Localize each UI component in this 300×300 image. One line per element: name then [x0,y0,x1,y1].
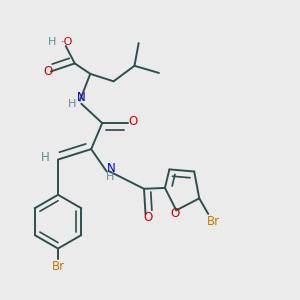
Text: H: H [68,99,76,109]
Text: ·O: ·O [60,37,73,47]
Text: O: O [128,115,138,128]
Text: H: H [106,172,114,182]
Text: Br: Br [52,260,64,273]
Text: O: O [143,211,152,224]
Text: N: N [77,91,86,104]
Text: O: O [43,65,52,78]
Text: H: H [40,151,49,164]
Text: H: H [48,37,56,47]
Text: O: O [170,207,179,220]
Text: N: N [107,162,116,175]
Text: Br: Br [207,215,220,228]
